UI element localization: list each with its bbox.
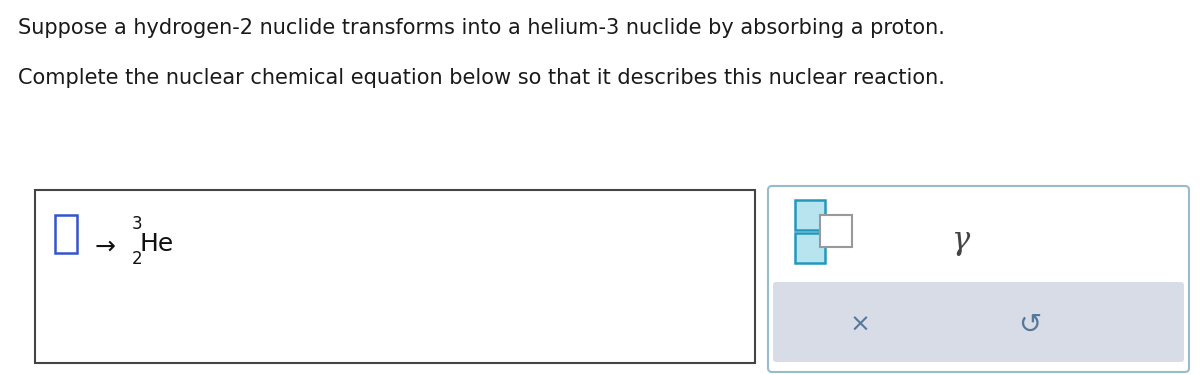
FancyBboxPatch shape xyxy=(768,186,1189,372)
Text: γ: γ xyxy=(950,225,970,255)
Bar xyxy=(796,233,826,263)
Bar xyxy=(796,200,826,230)
Bar xyxy=(35,190,755,363)
Text: Complete the nuclear chemical equation below so that it describes this nuclear r: Complete the nuclear chemical equation b… xyxy=(18,68,944,88)
Text: Suppose a hydrogen-2 nuclide transforms into a helium-3 nuclide by absorbing a p: Suppose a hydrogen-2 nuclide transforms … xyxy=(18,18,944,38)
Text: →: → xyxy=(95,235,116,259)
FancyBboxPatch shape xyxy=(773,282,1184,362)
Text: ×: × xyxy=(850,313,870,337)
Text: 3: 3 xyxy=(132,215,143,233)
Bar xyxy=(820,215,852,247)
Text: 2: 2 xyxy=(132,250,143,268)
Text: He: He xyxy=(140,232,174,256)
Text: ↺: ↺ xyxy=(1019,311,1042,339)
Bar xyxy=(55,215,77,253)
